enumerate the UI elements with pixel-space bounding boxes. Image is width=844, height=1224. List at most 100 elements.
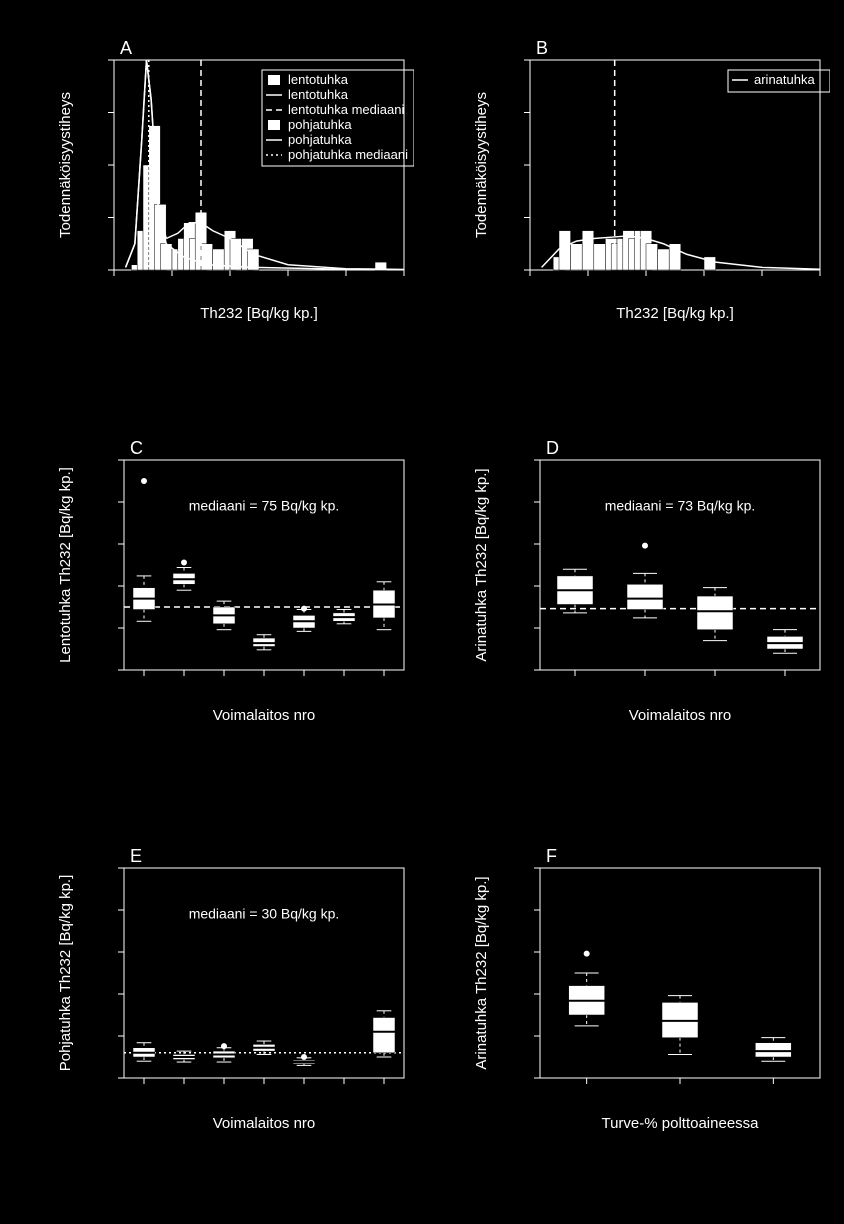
svg-text:150: 150 <box>691 277 718 294</box>
svg-text:0.00: 0.00 <box>73 262 104 279</box>
svg-text:150: 150 <box>503 536 530 553</box>
panel-d: 0 50 100 150 200 250 8 9 10 11 Voimalaitos nro Arin… <box>470 430 830 730</box>
svg-text:0.04: 0.04 <box>73 157 104 174</box>
svg-text:A: A <box>120 38 132 58</box>
svg-text:50: 50 <box>96 1028 114 1045</box>
svg-text:0.08: 0.08 <box>489 52 520 69</box>
svg-text:3: 3 <box>220 679 229 696</box>
panel-f: 0 50 100 150 200 250 0 15 30 Turve-% polttoainees… <box>470 838 830 1138</box>
svg-text:mediaani = 30 Bq/kg kp.: mediaani = 30 Bq/kg kp. <box>189 905 340 921</box>
svg-text:150: 150 <box>87 536 114 553</box>
svg-text:100: 100 <box>87 578 114 595</box>
svg-text:pohjatuhka mediaani: pohjatuhka mediaani <box>288 147 408 162</box>
svg-text:250: 250 <box>87 860 114 877</box>
svg-text:arinatuhka: arinatuhka <box>754 72 815 87</box>
svg-text:2: 2 <box>180 679 189 696</box>
svg-text:250: 250 <box>807 277 830 294</box>
svg-text:D: D <box>546 438 559 458</box>
svg-text:Voimalaitos nro: Voimalaitos nro <box>213 1115 316 1132</box>
svg-text:mediaani = 75 Bq/kg kp.: mediaani = 75 Bq/kg kp. <box>189 497 340 513</box>
svg-text:0: 0 <box>582 1087 591 1104</box>
svg-text:3: 3 <box>220 1087 229 1104</box>
svg-text:E: E <box>130 846 142 866</box>
svg-text:150: 150 <box>275 277 302 294</box>
svg-text:0.04: 0.04 <box>489 157 520 174</box>
svg-text:100: 100 <box>633 277 660 294</box>
panel-c: 0 50 100 150 200 250 1 2 3 4 5 6 7 Voimalaitos nro Len… <box>54 430 414 730</box>
svg-text:0: 0 <box>521 662 530 679</box>
svg-text:7: 7 <box>380 679 389 696</box>
svg-text:50: 50 <box>512 1028 530 1045</box>
svg-text:0.06: 0.06 <box>73 105 104 122</box>
panel-e: 0 50 100 150 200 250 1 2 3 4 5 6 7 Voimalaitos nro Poh… <box>54 838 414 1138</box>
svg-text:Voimalaitos nro: Voimalaitos nro <box>629 707 732 724</box>
svg-text:8: 8 <box>571 679 580 696</box>
svg-text:200: 200 <box>503 902 530 919</box>
svg-text:Todennäköisyystiheys: Todennäköisyystiheys <box>57 92 74 238</box>
svg-text:150: 150 <box>87 944 114 961</box>
svg-text:100: 100 <box>87 986 114 1003</box>
svg-text:pohjatuhka: pohjatuhka <box>288 117 352 132</box>
svg-text:0.08: 0.08 <box>73 52 104 69</box>
svg-text:15: 15 <box>671 1087 689 1104</box>
svg-text:200: 200 <box>503 494 530 511</box>
svg-text:Todennäköisyystiheys: Todennäköisyystiheys <box>473 92 490 238</box>
svg-text:150: 150 <box>503 944 530 961</box>
svg-text:0: 0 <box>105 1070 114 1087</box>
svg-text:5: 5 <box>300 1087 309 1104</box>
svg-text:250: 250 <box>503 860 530 877</box>
svg-text:Lentotuhka Th232 [Bq/kg kp.]: Lentotuhka Th232 [Bq/kg kp.] <box>57 467 74 663</box>
svg-text:1: 1 <box>140 1087 149 1104</box>
panel-b: 0 50 100 150 200 250 0.00 0.02 0.04 0.06 0.08 Th232… <box>470 30 830 330</box>
svg-text:200: 200 <box>87 494 114 511</box>
svg-text:50: 50 <box>512 620 530 637</box>
svg-text:0.02: 0.02 <box>73 210 104 227</box>
panel-a: 0 50 100 150 200 250 0.00 0.02 0.04 0.06 0.08 Th232… <box>54 30 414 330</box>
svg-text:6: 6 <box>340 1087 349 1104</box>
svg-text:200: 200 <box>87 902 114 919</box>
svg-text:7: 7 <box>380 1087 389 1104</box>
svg-text:Th232 [Bq/kg kp.]: Th232 [Bq/kg kp.] <box>200 305 318 322</box>
svg-text:0.06: 0.06 <box>489 105 520 122</box>
svg-text:50: 50 <box>579 277 597 294</box>
svg-text:Turve-% polttoaineessa: Turve-% polttoaineessa <box>601 1115 759 1132</box>
svg-text:100: 100 <box>503 578 530 595</box>
svg-text:5: 5 <box>300 679 309 696</box>
svg-text:250: 250 <box>87 452 114 469</box>
svg-text:4: 4 <box>260 679 269 696</box>
svg-text:30: 30 <box>764 1087 782 1104</box>
svg-text:Pohjatuhka Th232 [Bq/kg kp.]: Pohjatuhka Th232 [Bq/kg kp.] <box>57 875 74 1072</box>
svg-text:1: 1 <box>140 679 149 696</box>
svg-text:100: 100 <box>217 277 244 294</box>
svg-text:B: B <box>536 38 548 58</box>
svg-text:lentotuhka: lentotuhka <box>288 72 349 87</box>
svg-text:10: 10 <box>706 679 724 696</box>
svg-text:pohjatuhka: pohjatuhka <box>288 132 352 147</box>
svg-text:C: C <box>130 438 143 458</box>
svg-text:0: 0 <box>110 277 119 294</box>
svg-text:100: 100 <box>503 986 530 1003</box>
svg-text:0.02: 0.02 <box>489 210 520 227</box>
svg-text:Arinatuhka Th232 [Bq/kg kp.]: Arinatuhka Th232 [Bq/kg kp.] <box>473 876 490 1069</box>
svg-text:6: 6 <box>340 679 349 696</box>
svg-text:0: 0 <box>521 1070 530 1087</box>
svg-text:F: F <box>546 846 557 866</box>
svg-text:9: 9 <box>641 679 650 696</box>
svg-text:250: 250 <box>503 452 530 469</box>
svg-text:lentotuhka mediaani: lentotuhka mediaani <box>288 102 404 117</box>
svg-text:250: 250 <box>391 277 414 294</box>
svg-text:Arinatuhka Th232 [Bq/kg kp.]: Arinatuhka Th232 [Bq/kg kp.] <box>473 468 490 661</box>
svg-text:0: 0 <box>526 277 535 294</box>
svg-text:2: 2 <box>180 1087 189 1104</box>
svg-text:50: 50 <box>163 277 181 294</box>
svg-text:11: 11 <box>777 679 794 696</box>
svg-text:0: 0 <box>105 662 114 679</box>
svg-text:200: 200 <box>749 277 776 294</box>
svg-text:mediaani = 73 Bq/kg kp.: mediaani = 73 Bq/kg kp. <box>605 497 756 513</box>
svg-text:Th232 [Bq/kg kp.]: Th232 [Bq/kg kp.] <box>616 305 734 322</box>
svg-text:50: 50 <box>96 620 114 637</box>
svg-text:4: 4 <box>260 1087 269 1104</box>
svg-text:Voimalaitos nro: Voimalaitos nro <box>213 707 316 724</box>
svg-text:0.00: 0.00 <box>489 262 520 279</box>
svg-text:200: 200 <box>333 277 360 294</box>
